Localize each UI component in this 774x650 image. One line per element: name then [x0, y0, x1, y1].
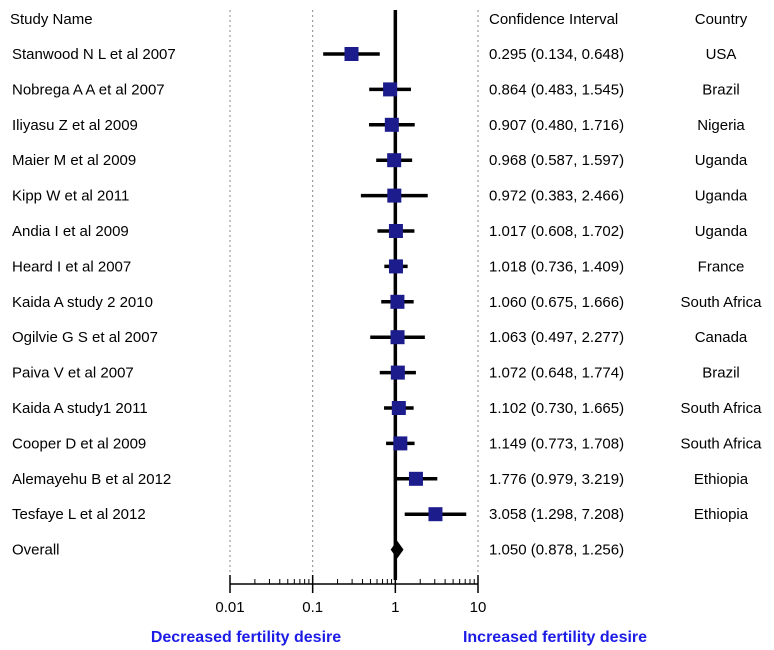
point-estimate-marker: [390, 330, 405, 345]
point-estimate-marker: [388, 259, 403, 274]
ci-text: 1.018 (0.736, 1.409): [489, 258, 624, 275]
point-estimate-marker: [344, 47, 359, 61]
country-label: Ethiopia: [694, 506, 749, 523]
country-label: Nigeria: [697, 117, 745, 134]
study-name: Heard I et al 2007: [12, 258, 131, 275]
ci-text: 0.907 (0.480, 1.716): [489, 117, 624, 134]
country-label: Uganda: [695, 188, 748, 205]
ci-text: 1.063 (0.497, 2.277): [489, 329, 624, 346]
country-label: Brazil: [702, 81, 740, 98]
tick-label: 0.1: [302, 599, 323, 616]
ci-text: 1.149 (0.773, 1.708): [489, 435, 624, 452]
study-rows: Stanwood N L et al 2007 0.295 (0.134, 0.6…: [12, 46, 762, 523]
point-estimate-marker: [408, 471, 423, 486]
study-name: Stanwood N L et al 2007: [12, 46, 176, 63]
country-label: Uganda: [695, 152, 748, 169]
header-study-name: Study Name: [10, 11, 93, 28]
point-estimate-marker: [393, 436, 408, 451]
header-country: Country: [695, 11, 748, 28]
study-name: Tesfaye L et al 2012: [12, 506, 146, 523]
study-name: Andia I et al 2009: [12, 223, 129, 240]
ci-text: 0.968 (0.587, 1.597): [489, 152, 624, 169]
ci-text: 3.058 (1.298, 7.208): [489, 506, 624, 523]
country-label: South Africa: [681, 294, 763, 311]
overall-row: Overall 1.050 (0.878, 1.256): [12, 540, 624, 559]
country-label: France: [698, 258, 745, 275]
country-label: Ethiopia: [694, 471, 749, 488]
point-estimate-marker: [387, 188, 402, 203]
ci-text: 0.295 (0.134, 0.648): [489, 46, 624, 63]
tick-label: 10: [470, 599, 487, 616]
x-axis: 0.01 0.1 1 10: [215, 575, 486, 616]
study-name: Nobrega A A et al 2007: [12, 81, 165, 98]
study-name: Paiva V et al 2007: [12, 365, 134, 382]
country-label: South Africa: [681, 435, 763, 452]
study-name: Cooper D et al 2009: [12, 435, 146, 452]
ci-text: 1.017 (0.608, 1.702): [489, 223, 624, 240]
ci-text: 1.072 (0.648, 1.774): [489, 365, 624, 382]
country-label: USA: [706, 46, 737, 63]
point-estimate-marker: [388, 224, 403, 238]
point-estimate-marker: [390, 365, 405, 380]
study-name: Maier M et al 2009: [12, 152, 136, 169]
country-label: Brazil: [702, 365, 740, 382]
study-name: Iliyasu Z et al 2009: [12, 117, 138, 134]
point-estimate-marker: [383, 82, 398, 97]
ci-text: 1.060 (0.675, 1.666): [489, 294, 624, 311]
right-direction-label: Increased fertility desire: [463, 629, 647, 646]
ci-text: 0.864 (0.483, 1.545): [489, 81, 624, 98]
country-label: Uganda: [695, 223, 748, 240]
overall-diamond: [390, 540, 404, 559]
overall-ci-text: 1.050 (0.878, 1.256): [489, 542, 624, 559]
country-label: South Africa: [681, 400, 763, 417]
ci-text: 1.102 (0.730, 1.665): [489, 400, 624, 417]
overall-label: Overall: [12, 542, 60, 559]
study-name: Kaida A study1 2011: [12, 400, 148, 417]
tick-label: 1: [391, 599, 399, 616]
point-estimate-marker: [390, 294, 405, 309]
point-estimate-marker: [391, 401, 406, 415]
study-name: Kaida A study 2 2010: [12, 294, 153, 311]
ci-text: 0.972 (0.383, 2.466): [489, 188, 624, 205]
grid-lines: [229, 10, 479, 580]
study-name: Ogilvie G S et al 2007: [12, 329, 158, 346]
left-direction-label: Decreased fertility desire: [151, 629, 341, 646]
point-estimate-marker: [384, 117, 399, 132]
study-name: Alemayehu B et al 2012: [12, 471, 171, 488]
ci-text: 1.776 (0.979, 3.219): [489, 471, 624, 488]
tick-label: 0.01: [215, 599, 244, 616]
study-name: Kipp W et al 2011: [12, 188, 129, 205]
point-estimate-marker: [428, 507, 443, 522]
country-label: Canada: [695, 329, 748, 346]
point-estimate-marker: [387, 153, 402, 168]
header-confidence-interval: Confidence Interval: [489, 11, 618, 28]
